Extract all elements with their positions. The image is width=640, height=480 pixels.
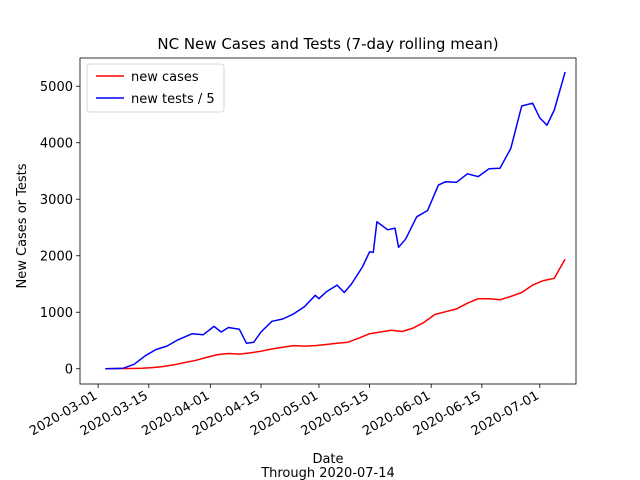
y-tick-label: 0 [65,363,73,378]
series-line-new-tests [105,71,566,370]
x-axis-title: Date [312,452,343,467]
legend-label-new-cases: new cases [131,70,199,85]
y-tick-label: 2000 [40,250,73,265]
y-axis: 0 1000 2000 3000 4000 5000 [40,80,80,378]
y-tick-label: 5000 [40,80,73,95]
y-tick-label: 1000 [40,306,73,321]
y-axis-title: New Cases or Tests [15,163,30,288]
legend-label-new-tests: new tests / 5 [131,92,215,107]
y-tick-label: 4000 [40,137,73,152]
axes-frame [79,57,577,385]
chart-title: NC New Cases and Tests (7-day rolling me… [157,35,498,53]
series-lines [105,71,566,370]
y-tick-label: 3000 [40,193,73,208]
x-axis-subtitle: Through 2020-07-14 [260,466,395,480]
legend: new cases new tests / 5 [86,63,225,113]
series-line-new-cases [105,258,566,370]
